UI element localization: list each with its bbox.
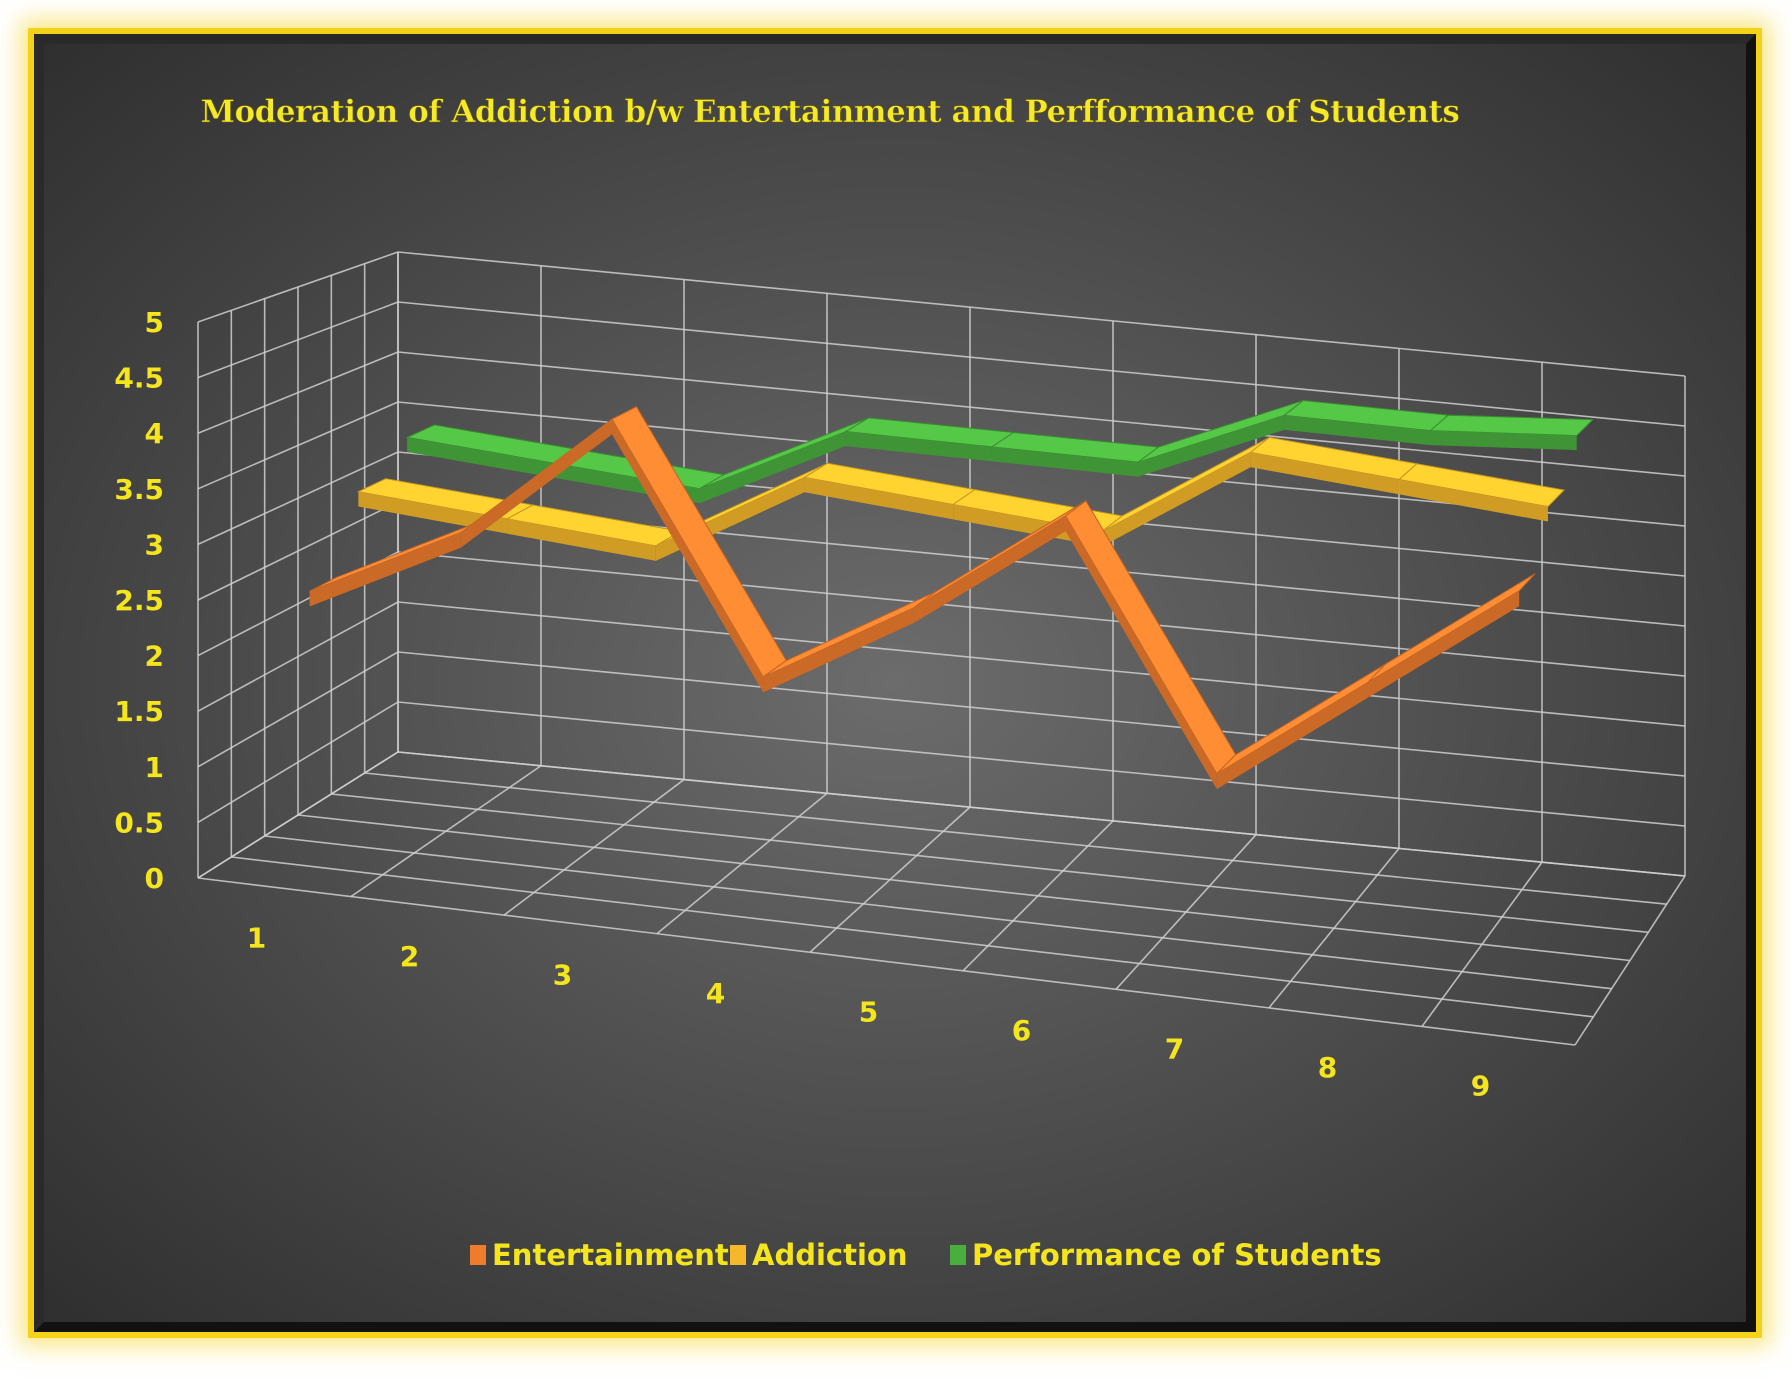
y-tick-label: 0.5 bbox=[114, 806, 164, 839]
legend-swatch bbox=[730, 1245, 746, 1265]
legend-swatch bbox=[470, 1245, 486, 1265]
y-tick-label: 3.5 bbox=[114, 473, 164, 506]
back-wall-gridline bbox=[397, 551, 1686, 677]
ribbon-side bbox=[358, 491, 508, 534]
legend-item: Addiction bbox=[730, 1238, 907, 1272]
ribbon-segment bbox=[1216, 663, 1386, 775]
x-axis-ticks: 1 2 3 4 5 6 7 8 9 bbox=[247, 921, 1490, 1102]
ribbon-side bbox=[1430, 430, 1577, 451]
floor-gridline bbox=[264, 835, 1612, 990]
x-tick-label: 5 bbox=[859, 996, 878, 1029]
ribbon-side bbox=[1138, 415, 1285, 477]
legend-label: Performance of Students bbox=[972, 1238, 1382, 1272]
y-axis-ticks: 0 0.5 1 1.5 2 2.5 3 3.5 4 4.5 5 bbox=[114, 306, 164, 895]
back-wall-gridline bbox=[397, 701, 1686, 827]
y-tick-label: 0 bbox=[145, 862, 164, 895]
ribbon-side bbox=[1284, 415, 1431, 446]
ribbon-side bbox=[1101, 452, 1251, 547]
grid bbox=[197, 251, 1686, 1046]
y-tick-label: 4 bbox=[145, 417, 164, 450]
floor-gridline bbox=[397, 751, 1686, 877]
series-entertainment bbox=[309, 406, 1536, 790]
back-wall-gridline bbox=[397, 651, 1686, 777]
y-tick-label: 2.5 bbox=[114, 584, 164, 617]
x-tick-label: 2 bbox=[400, 940, 419, 973]
ribbon-side bbox=[612, 419, 764, 693]
floor-gridline bbox=[331, 793, 1649, 934]
legend: Entertainment Addiction Performance of Stu… bbox=[470, 1238, 1382, 1272]
ribbon-segment bbox=[762, 590, 937, 678]
x-tick-label: 4 bbox=[706, 977, 725, 1010]
ribbon-side bbox=[460, 419, 612, 548]
y-tick-label: 3 bbox=[145, 528, 164, 561]
chart-title: Moderation of Addiction b/w Entertainmen… bbox=[201, 94, 1460, 130]
ribbon-side bbox=[845, 431, 992, 462]
ribbon-side bbox=[1216, 682, 1368, 790]
ribbon-segment bbox=[1367, 573, 1536, 683]
ribbon-side bbox=[991, 446, 1139, 477]
ribbon-side bbox=[914, 515, 1066, 623]
x-tick-label: 3 bbox=[553, 958, 572, 991]
series-addiction bbox=[356, 436, 1566, 561]
back-wall-gridline bbox=[397, 601, 1686, 727]
ribbon-side bbox=[1065, 515, 1217, 790]
floor-gridline bbox=[364, 772, 1667, 905]
floor-gridline bbox=[297, 814, 1631, 962]
x-tick-label: 9 bbox=[1471, 1070, 1490, 1103]
x-tick-label: 7 bbox=[1165, 1033, 1184, 1066]
series-performance-of-students bbox=[405, 400, 1594, 504]
y-tick-label: 5 bbox=[145, 306, 164, 339]
x-tick-label: 6 bbox=[1012, 1014, 1031, 1047]
floor-gridline bbox=[231, 856, 1594, 1018]
y-tick-label: 1.5 bbox=[114, 695, 164, 728]
ribbon-side bbox=[407, 437, 554, 478]
ribbon-side bbox=[953, 504, 1102, 547]
legend-item: Entertainment bbox=[470, 1238, 729, 1272]
back-wall-gridline bbox=[397, 301, 1686, 427]
ribbon-segment bbox=[1398, 463, 1566, 508]
ribbon-side bbox=[309, 532, 461, 607]
ribbon-side bbox=[804, 477, 954, 520]
ribbon-side bbox=[1368, 590, 1520, 698]
x-tick-label: 1 bbox=[247, 921, 266, 954]
y-tick-label: 2 bbox=[145, 640, 164, 673]
legend-label: Entertainment bbox=[492, 1238, 729, 1272]
chart-frame bbox=[28, 28, 1762, 1338]
ribbon-side bbox=[1250, 452, 1400, 495]
back-wall-gridline bbox=[397, 351, 1686, 477]
y-tick-label: 4.5 bbox=[114, 362, 164, 395]
floor-gridline bbox=[197, 877, 1576, 1046]
ribbon-segment bbox=[1064, 500, 1237, 775]
legend-label: Addiction bbox=[752, 1238, 907, 1272]
ribbon-side bbox=[763, 607, 915, 693]
series-layer bbox=[309, 400, 1594, 790]
legend-swatch bbox=[950, 1245, 966, 1265]
ribbon-side bbox=[699, 431, 846, 504]
y-tick-label: 1 bbox=[145, 751, 164, 784]
back-wall-gridline bbox=[397, 251, 1686, 377]
ribbon-side bbox=[1399, 479, 1548, 522]
ribbon-side bbox=[507, 518, 656, 561]
x-tick-label: 8 bbox=[1318, 1051, 1337, 1084]
legend-item: Performance of Students bbox=[950, 1238, 1382, 1272]
